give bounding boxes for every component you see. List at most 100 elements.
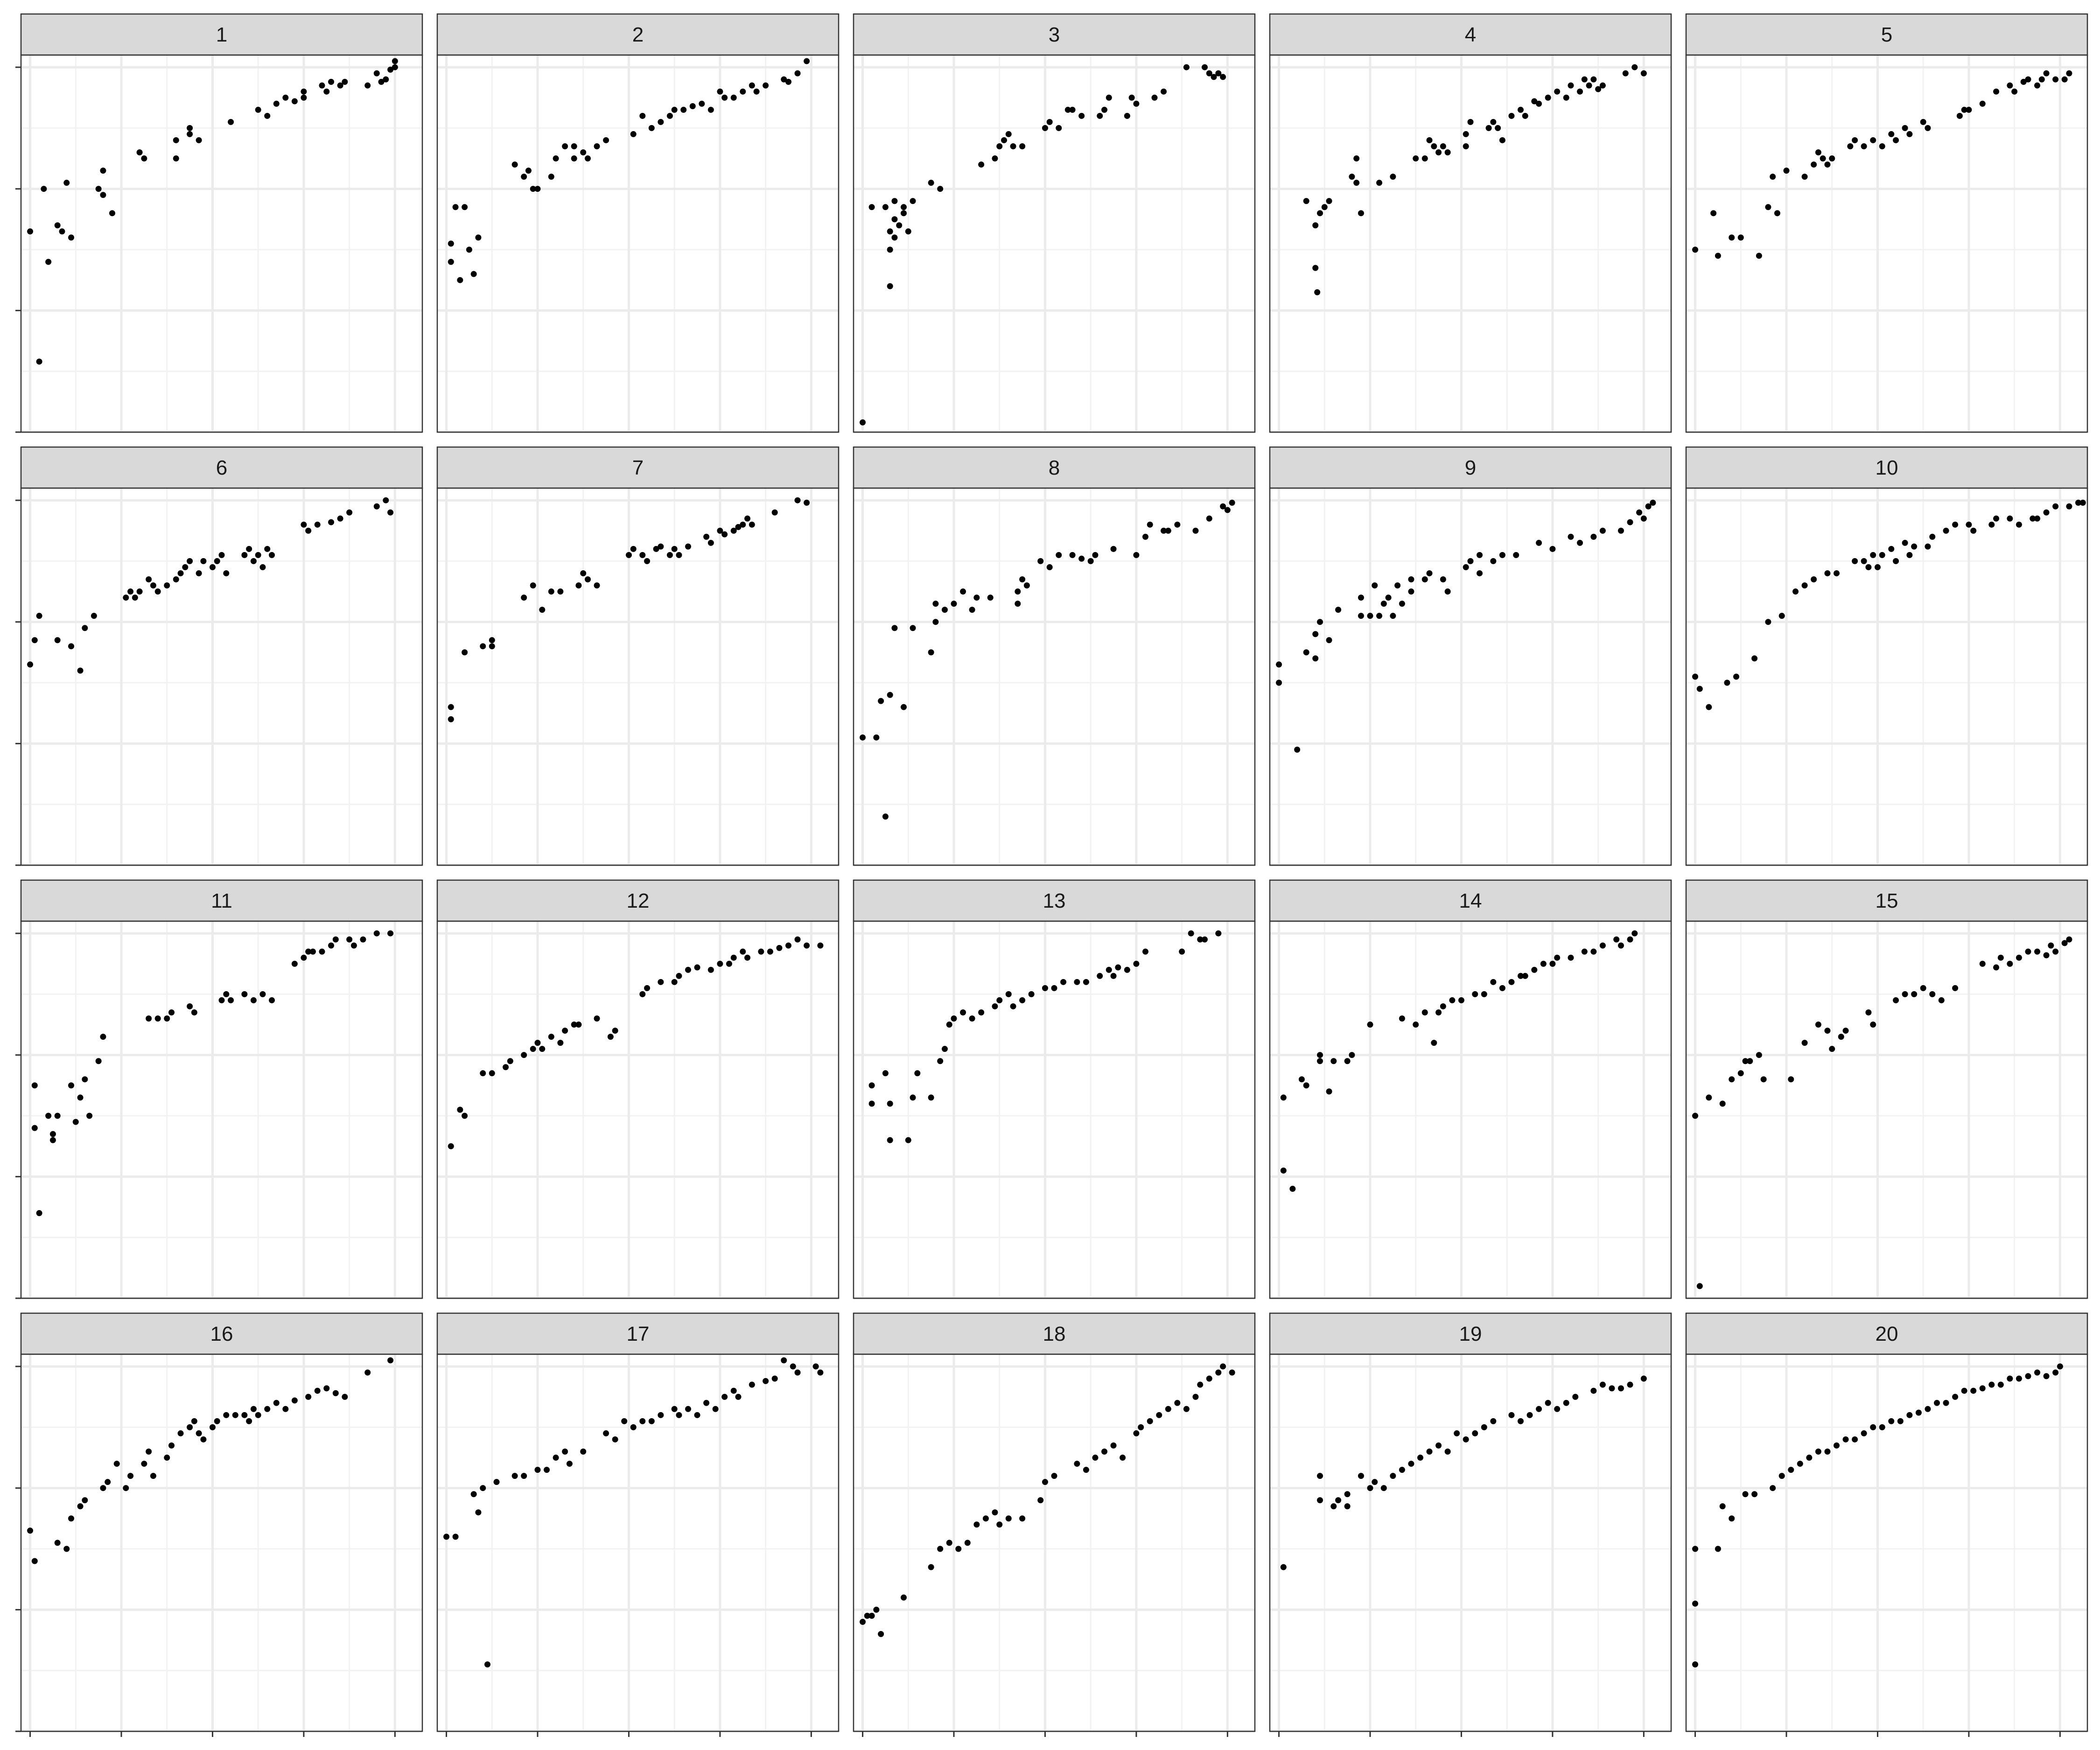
data-point: [1997, 1381, 2004, 1388]
data-point: [373, 70, 380, 77]
data-point: [511, 161, 518, 168]
data-point: [1206, 515, 1212, 522]
data-point: [969, 1015, 975, 1022]
data-point: [187, 125, 193, 131]
data-point: [1925, 1406, 1931, 1412]
data-point: [1737, 234, 1744, 241]
data-point: [209, 1424, 216, 1430]
facet-label: 5: [1881, 23, 1892, 46]
data-point: [1888, 546, 1895, 552]
data-point: [209, 564, 216, 570]
data-point: [1751, 655, 1758, 662]
data-point: [1372, 582, 1378, 589]
data-point: [1358, 613, 1364, 619]
data-point: [790, 1363, 796, 1370]
data-point: [992, 1003, 998, 1009]
data-point: [794, 936, 801, 943]
data-point: [1692, 246, 1699, 253]
data-point: [1472, 1430, 1478, 1436]
data-point: [1893, 558, 1899, 564]
data-point: [1367, 1022, 1373, 1028]
data-point: [707, 966, 714, 973]
data-point: [443, 1533, 450, 1540]
data-point: [314, 521, 321, 528]
data-point: [1192, 1393, 1199, 1400]
data-point: [1590, 948, 1597, 955]
data-point: [1993, 964, 2000, 971]
data-point: [2043, 952, 2050, 959]
data-point: [1554, 88, 1561, 95]
data-point: [749, 521, 755, 528]
data-point: [1092, 552, 1099, 558]
data-point: [804, 58, 810, 64]
data-point: [1229, 499, 1235, 506]
data-point: [1165, 527, 1171, 534]
data-point: [489, 1070, 495, 1077]
data-point: [489, 637, 495, 644]
data-point: [1852, 1436, 1858, 1442]
facet-label: 1: [216, 23, 227, 46]
data-point: [168, 1009, 175, 1015]
data-point: [1344, 1503, 1351, 1510]
data-point: [1888, 131, 1895, 137]
data-point: [878, 698, 884, 704]
data-point: [1421, 1009, 1428, 1015]
data-point: [1879, 1424, 1885, 1430]
data-point: [996, 997, 1003, 1003]
data-point: [1124, 112, 1130, 119]
data-point: [621, 1418, 628, 1424]
data-point: [1640, 515, 1647, 522]
facet-label: 11: [211, 889, 232, 912]
data-point: [868, 1612, 875, 1619]
data-point: [753, 88, 760, 95]
data-point: [1078, 112, 1085, 119]
data-point: [250, 558, 257, 564]
data-point: [1554, 954, 1561, 961]
data-point: [1019, 997, 1026, 1003]
data-point: [1788, 1467, 1794, 1473]
data-point: [466, 246, 472, 253]
data-point: [1426, 570, 1433, 576]
facet-strip: [853, 13, 1256, 56]
data-point: [1110, 546, 1117, 552]
data-point: [2025, 76, 2031, 83]
data-point: [1993, 88, 2000, 95]
data-point: [721, 1393, 728, 1400]
data-point: [873, 734, 880, 741]
data-point: [1426, 137, 1433, 143]
data-point: [928, 1094, 934, 1101]
data-point: [1692, 1546, 1699, 1552]
facet-strip: [436, 446, 840, 489]
data-point: [1706, 704, 1712, 710]
data-point: [146, 1449, 152, 1455]
data-point: [534, 186, 541, 192]
data-point: [346, 509, 353, 516]
data-point: [887, 283, 893, 289]
data-point: [154, 1015, 161, 1022]
data-point: [127, 1473, 134, 1479]
data-point: [653, 546, 659, 552]
data-point: [1431, 1040, 1437, 1046]
data-point: [2034, 515, 2040, 522]
data-point: [557, 1040, 564, 1046]
data-point: [123, 1485, 129, 1491]
data-point: [319, 948, 325, 955]
data-point: [255, 1412, 261, 1418]
data-point: [1215, 70, 1222, 77]
data-point: [1353, 180, 1360, 186]
plot-area: [1270, 55, 1671, 432]
data-point: [1536, 539, 1542, 546]
data-point: [1344, 1058, 1351, 1064]
data-point: [1317, 1473, 1323, 1479]
data-point: [1280, 1167, 1287, 1174]
data-point: [173, 137, 179, 143]
data-point: [1440, 1003, 1446, 1009]
data-point: [562, 1028, 568, 1034]
data-point: [1133, 552, 1140, 558]
facet-panel-7: 7: [436, 446, 840, 867]
data-point: [314, 1387, 321, 1394]
data-point: [676, 1412, 682, 1418]
panel-border: [436, 54, 840, 433]
data-point: [1622, 70, 1629, 77]
data-point: [95, 186, 102, 192]
